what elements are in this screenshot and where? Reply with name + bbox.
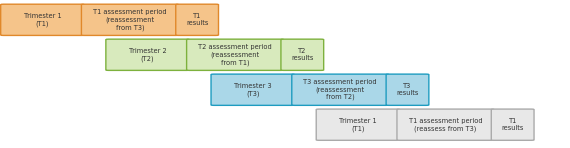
Text: T1
results: T1 results <box>502 118 524 131</box>
FancyBboxPatch shape <box>186 39 284 70</box>
Text: Trimester 1
(T1): Trimester 1 (T1) <box>339 118 377 132</box>
Text: T3
results: T3 results <box>396 83 419 96</box>
FancyBboxPatch shape <box>281 39 324 70</box>
Text: T1 assessment period
(reassessment
from T3): T1 assessment period (reassessment from … <box>93 9 167 30</box>
FancyBboxPatch shape <box>176 4 218 35</box>
FancyBboxPatch shape <box>82 4 178 35</box>
FancyBboxPatch shape <box>106 39 189 70</box>
Text: T1
results: T1 results <box>186 13 208 26</box>
Text: T1 assessment period
(reassess from T3): T1 assessment period (reassess from T3) <box>409 118 482 132</box>
Text: T3 assessment period
(reassessment
from T2): T3 assessment period (reassessment from … <box>303 79 377 100</box>
Text: Trimester 3
(T3): Trimester 3 (T3) <box>234 83 271 97</box>
Text: Trimester 1
(T1): Trimester 1 (T1) <box>23 13 61 27</box>
Text: T2
results: T2 results <box>291 48 314 61</box>
FancyBboxPatch shape <box>211 74 295 105</box>
FancyBboxPatch shape <box>292 74 389 105</box>
FancyBboxPatch shape <box>397 109 494 140</box>
Text: Trimester 2
(T2): Trimester 2 (T2) <box>129 48 166 62</box>
FancyBboxPatch shape <box>491 109 534 140</box>
FancyBboxPatch shape <box>316 109 400 140</box>
FancyBboxPatch shape <box>1 4 84 35</box>
Text: T2 assessment period
(reassessment
from T1): T2 assessment period (reassessment from … <box>198 44 272 66</box>
FancyBboxPatch shape <box>386 74 429 105</box>
